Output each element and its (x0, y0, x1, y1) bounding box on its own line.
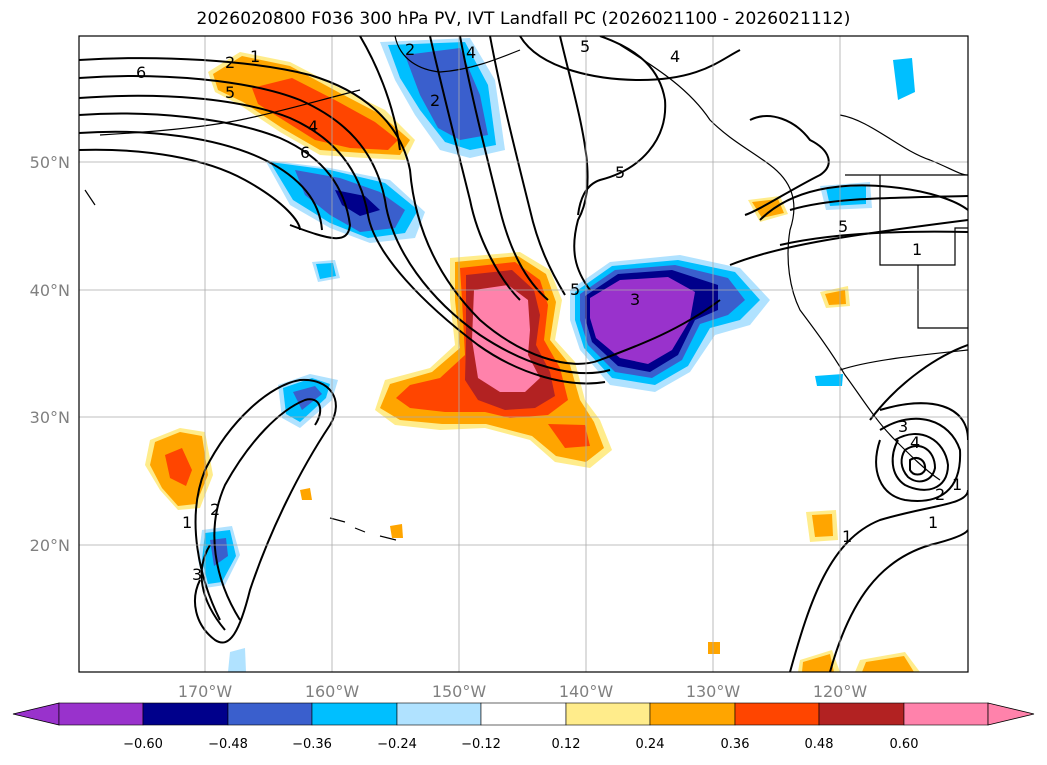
colorbar-tick-label: −0.48 (208, 737, 248, 752)
colorbar-cell (734, 702, 820, 726)
colorbar-cell (480, 702, 567, 726)
contour-label: 6 (136, 63, 146, 82)
contour-label: 1 (182, 513, 192, 532)
contour-label: 2 (210, 500, 220, 519)
colorbar-cell (903, 702, 989, 726)
colorbar-cell (396, 702, 482, 726)
contour-label: 6 (300, 143, 310, 162)
colorbar-tick-label: −0.36 (292, 737, 332, 752)
longitude-labels: 170°W 160°W 150°W 140°W 130°W 120°W (178, 682, 868, 701)
lat-label: 40°N (30, 281, 70, 300)
lon-label: 160°W (305, 682, 360, 701)
lon-label: 140°W (559, 682, 614, 701)
colorbar-cell (565, 702, 651, 726)
contour-label: 1 (952, 475, 962, 494)
colorbar-tick-label: 0.36 (721, 737, 750, 752)
colorbar-tick-label: 0.12 (552, 737, 581, 752)
lon-label: 130°W (686, 682, 741, 701)
latitude-labels: 50°N 40°N 30°N 20°N (30, 153, 70, 555)
lon-label: 120°W (813, 682, 868, 701)
contour-label: 3 (192, 565, 202, 584)
colorbar-tick-label: 0.24 (636, 737, 665, 752)
lat-label: 50°N (30, 153, 70, 172)
map-border (78, 35, 969, 673)
colorbar-extend-left (12, 702, 60, 726)
contour-label: 2 (430, 91, 440, 110)
ivt-contours (79, 36, 968, 672)
contour-label: 5 (838, 217, 848, 236)
colorbar-tick-label: −0.24 (377, 737, 417, 752)
contour-label: 4 (910, 433, 920, 452)
colorbar-extend-right (987, 702, 1035, 726)
contour-label: 5 (615, 163, 625, 182)
colorbar: −0.60 −0.48 −0.36 −0.24 −0.12 0.12 0.24 … (12, 702, 1035, 752)
colorbar-cell (227, 702, 313, 726)
lat-label: 30°N (30, 408, 70, 427)
contour-label: 3 (898, 417, 908, 436)
contour-label: 1 (842, 527, 852, 546)
contour-label: 3 (630, 290, 640, 309)
contour-label: 1 (912, 240, 922, 259)
contour-label: 4 (670, 47, 680, 66)
contour-label: 2 (225, 53, 235, 72)
colorbar-tick-label: 0.60 (890, 737, 919, 752)
contour-label: 5 (580, 37, 590, 56)
contour-label: 1 (928, 513, 938, 532)
colorbar-cell (142, 702, 229, 726)
contour-label: 4 (308, 117, 318, 136)
colorbar-cell (818, 702, 905, 726)
contour-labels: 6 2 1 5 4 6 2 4 5 2 4 5 5 1 5 3 1 2 3 3 … (136, 37, 962, 584)
coastlines (84, 36, 968, 541)
colorbar-tick-label: −0.12 (461, 737, 501, 752)
contour-label: 5 (570, 280, 580, 299)
lat-label: 20°N (30, 536, 70, 555)
grid-lines (79, 36, 968, 672)
colorbar-cell (311, 702, 398, 726)
lon-label: 150°W (432, 682, 487, 701)
contour-label: 2 (405, 40, 415, 59)
colorbar-tick-label: −0.60 (123, 737, 163, 752)
colorbar-cell (58, 702, 144, 726)
contour-label: 2 (935, 485, 945, 504)
colorbar-tick-label: 0.48 (805, 737, 834, 752)
map-title: 2026020800 F036 300 hPa PV, IVT Landfall… (196, 9, 851, 29)
colorbar-cell (649, 702, 736, 726)
contour-label: 5 (225, 83, 235, 102)
contour-label: 1 (250, 47, 260, 66)
lon-label: 170°W (178, 682, 233, 701)
contour-label: 4 (466, 43, 476, 62)
